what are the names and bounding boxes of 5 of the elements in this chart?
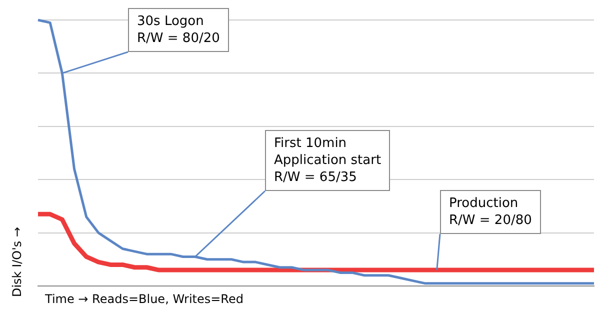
annotation: 30s Logon R/W = 80/20 — [128, 8, 229, 52]
x-axis-title: Time → Reads=Blue, Writes=Red — [45, 292, 244, 306]
y-axis-title: Disk I/O's → — [10, 226, 24, 298]
annotation: Production R/W = 20/80 — [440, 190, 541, 234]
annotation: First 10min Application start R/W = 65/35 — [265, 130, 390, 191]
